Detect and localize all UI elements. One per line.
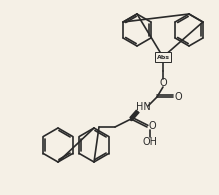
FancyBboxPatch shape xyxy=(155,52,171,62)
Text: O: O xyxy=(174,92,182,102)
Text: O: O xyxy=(148,121,156,131)
Text: OH: OH xyxy=(143,137,157,147)
Text: O: O xyxy=(159,78,167,88)
Text: Abs: Abs xyxy=(157,55,170,60)
Text: HN: HN xyxy=(136,102,150,112)
